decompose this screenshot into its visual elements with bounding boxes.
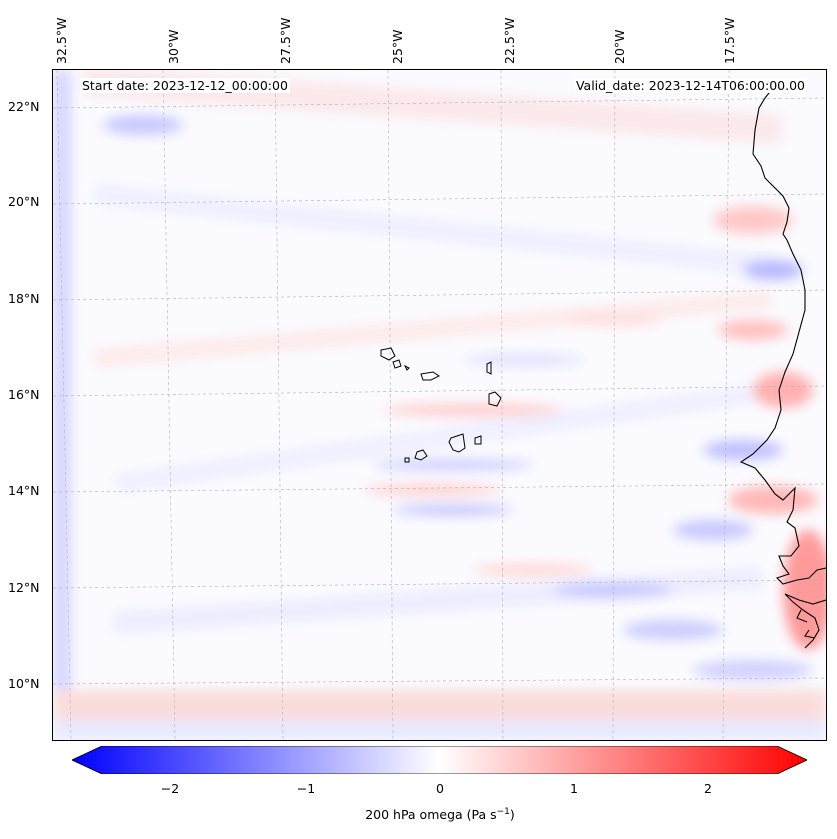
lon-label-22-5w: 22.5°W xyxy=(502,17,517,64)
lon-label-17-5w: 17.5°W xyxy=(722,17,737,64)
lat-label-18n: 18°N xyxy=(8,291,40,306)
colorbar-title-main: 200 hPa omega (Pa s xyxy=(365,807,497,823)
colorbar-tick-neg2: −2 xyxy=(160,781,180,796)
lon-label-20w: 20°W xyxy=(612,29,627,64)
omega-field-shading xyxy=(53,70,826,740)
lon-label-32-5w: 32.5°W xyxy=(54,17,69,64)
graticule xyxy=(53,70,826,740)
colorbar-tick-2: 2 xyxy=(704,781,712,796)
colorbar-tick-0: 0 xyxy=(436,781,444,796)
lat-label-20n: 20°N xyxy=(8,194,40,209)
omega-field-map xyxy=(53,70,826,740)
colorbar-tick-neg1: −1 xyxy=(296,781,316,796)
colorbar-gradient xyxy=(72,746,807,774)
lon-label-30w: 30°W xyxy=(166,29,181,64)
lon-label-27-5w: 27.5°W xyxy=(278,17,293,64)
lon-label-25w: 25°W xyxy=(390,29,405,64)
colorbar xyxy=(72,746,807,774)
lat-label-16n: 16°N xyxy=(8,387,40,402)
colorbar-title: 200 hPa omega (Pa s−1) xyxy=(0,807,837,822)
lat-label-14n: 14°N xyxy=(8,483,40,498)
lat-label-10n: 10°N xyxy=(8,676,40,691)
colorbar-title-sup: −1 xyxy=(496,807,510,817)
colorbar-title-end: ) xyxy=(509,807,515,823)
lat-label-12n: 12°N xyxy=(8,580,40,595)
map-panel xyxy=(52,69,827,741)
valid-date-label: Valid_date: 2023-12-14T06:00:00.00 xyxy=(573,78,807,93)
lat-label-22n: 22°N xyxy=(8,99,40,114)
cape-verde-islands xyxy=(380,347,502,463)
colorbar-tick-1: 1 xyxy=(570,781,578,796)
coastline xyxy=(739,87,826,649)
start-date-label: Start date: 2023-12-12_00:00:00 xyxy=(80,78,290,93)
